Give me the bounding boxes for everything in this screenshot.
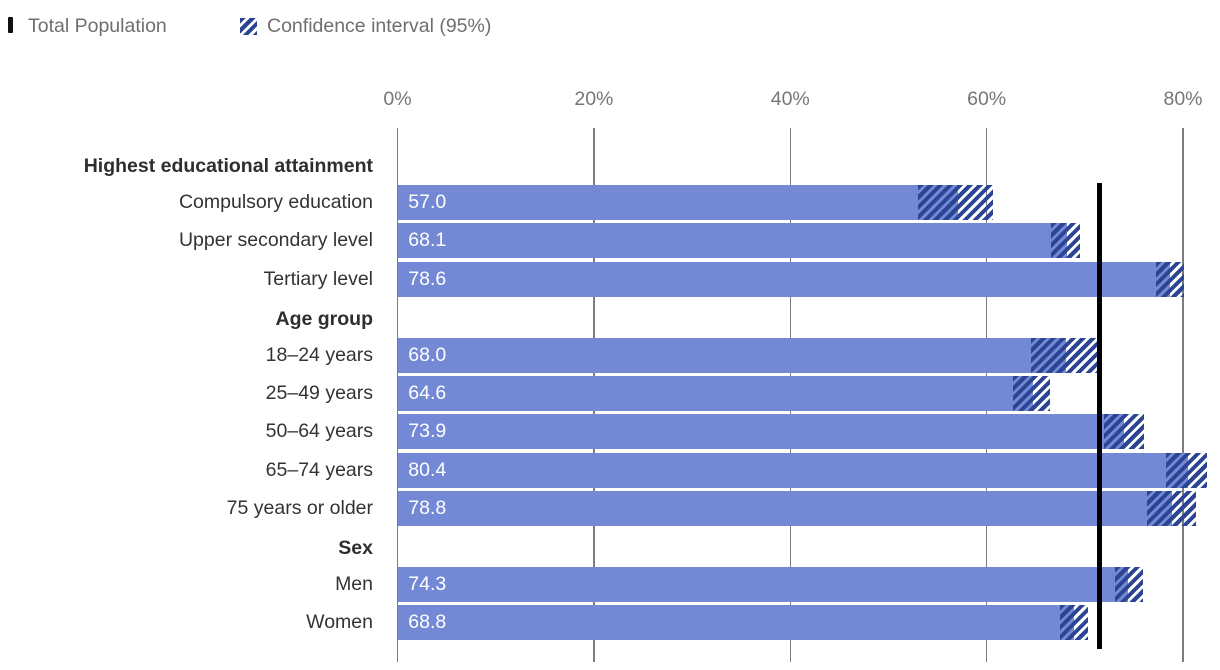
group-header-label: Age group: [275, 307, 374, 330]
confidence-interval-hatch: [1155, 261, 1184, 297]
confidence-interval-hatch-icon: [240, 18, 257, 35]
bar: 73.9: [398, 414, 1124, 450]
bar-value-label: 78.6: [408, 267, 447, 290]
category-label: 50–64 years: [265, 420, 373, 443]
confidence-interval-hatch: [1051, 223, 1080, 259]
x-axis-tick-label: 40%: [770, 88, 810, 110]
bar: 78.8: [398, 490, 1172, 526]
total-population-line-icon: [8, 17, 13, 33]
confidence-interval-hatch: [1030, 338, 1098, 373]
confidence-interval-hatch: [1166, 452, 1207, 488]
bar-row: 18–24 years 68.0: [0, 338, 1220, 376]
group-header-label: Highest educational attainment: [83, 155, 373, 177]
bar-value-label: 73.9: [408, 420, 447, 443]
category-label: 18–24 years: [265, 344, 373, 366]
bar-row: Women 68.8: [0, 605, 1220, 643]
gridline: [1182, 128, 1184, 662]
category-label: 65–74 years: [265, 458, 373, 481]
category-label: Men: [335, 573, 373, 596]
bar-row: Tertiary level 78.6: [0, 261, 1220, 300]
x-axis-tick-label: 0%: [383, 88, 412, 110]
group-header-row: Highest educational attainment: [0, 147, 1220, 185]
group-header-row: Age group: [0, 300, 1220, 338]
category-label: Upper secondary level: [178, 229, 373, 252]
x-axis-tick-label: 20%: [574, 88, 614, 110]
confidence-interval-hatch: [1115, 567, 1143, 603]
bar-value-label: 68.0: [408, 344, 447, 366]
bar: 80.4: [398, 452, 1188, 488]
bar-value-label: 80.4: [408, 458, 447, 481]
bar: 68.8: [398, 605, 1074, 641]
bar-row: 75 years or older 78.8: [0, 490, 1220, 529]
confidence-interval-hatch: [1146, 490, 1196, 526]
category-label: 75 years or older: [226, 496, 373, 519]
bar-value-label: 74.3: [408, 573, 447, 596]
group-header-label: Sex: [338, 537, 373, 559]
bar-row: Men 74.3: [0, 567, 1220, 605]
confidence-interval-hatch: [1060, 605, 1088, 641]
group-header-row: Sex: [0, 529, 1220, 567]
category-label: 25–49 years: [265, 382, 373, 405]
bar-value-label: 64.6: [408, 382, 447, 405]
bar: 74.3: [398, 567, 1128, 603]
confidence-interval-hatch: [1104, 414, 1144, 450]
total-population-reference-line: [1097, 183, 1102, 649]
bar-row: 25–49 years 64.6: [0, 376, 1220, 414]
bar-value-label: 57.0: [408, 191, 447, 214]
legend-total-population-label: Total Population: [28, 15, 167, 37]
bar: 57.0: [398, 185, 958, 221]
category-label: Compulsory education: [178, 191, 373, 214]
bar: 68.0: [398, 338, 1066, 373]
bar-value-label: 78.8: [408, 496, 447, 519]
bar: 78.6: [398, 261, 1170, 297]
gridline: [396, 128, 399, 662]
category-label: Tertiary level: [263, 267, 373, 290]
confidence-interval-hatch: [917, 185, 994, 221]
category-label: Women: [306, 611, 373, 634]
legend-confidence-interval-label: Confidence interval (95%): [267, 15, 492, 37]
x-axis-tick-label: 80%: [1163, 88, 1203, 110]
bar-row: 65–74 years 80.4: [0, 452, 1220, 491]
bar: 64.6: [398, 376, 1033, 412]
bar-row: Upper secondary level 68.1: [0, 223, 1220, 261]
confidence-interval-hatch: [1013, 376, 1051, 412]
bar-row: 50–64 years 73.9: [0, 414, 1220, 452]
bar: 68.1: [398, 223, 1067, 259]
legend: Total Population Confidence interval (95…: [0, 0, 1220, 50]
bar-row: Compulsory education 57.0: [0, 185, 1220, 223]
bar-value-label: 68.8: [408, 611, 447, 634]
x-axis-tick-label: 60%: [967, 88, 1007, 110]
bar-value-label: 68.1: [408, 229, 447, 252]
